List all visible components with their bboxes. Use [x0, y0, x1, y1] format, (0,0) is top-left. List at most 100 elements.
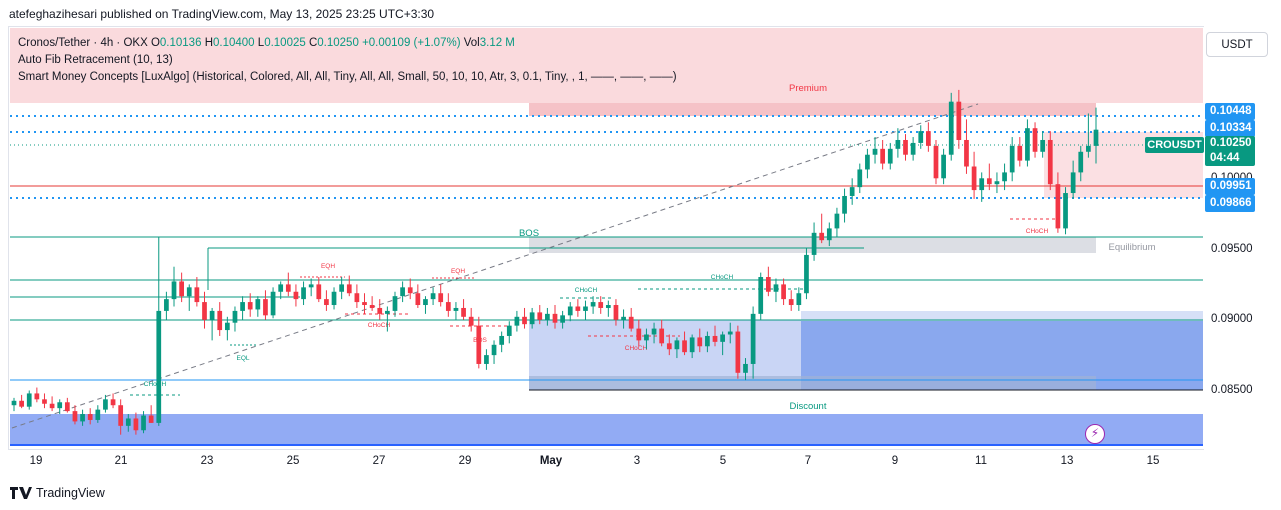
candle-body: [240, 302, 245, 311]
candle-body: [545, 313, 550, 320]
candle-body: [644, 334, 649, 341]
candle-body: [941, 154, 946, 179]
x-tick-13: 15: [1146, 455, 1160, 467]
candle-body: [887, 148, 893, 164]
candle-body: [247, 302, 253, 310]
candles-group: [11, 89, 1099, 435]
candle-body: [659, 328, 665, 344]
tradingview-logo-icon: [10, 487, 32, 499]
candle-body: [781, 284, 786, 300]
candle-body: [293, 291, 299, 300]
candle-body: [491, 344, 497, 356]
candle-body: [232, 310, 238, 323]
candle-body: [1078, 151, 1084, 173]
x-tick-12: 13: [1060, 455, 1074, 467]
currency-button[interactable]: USDT: [1206, 32, 1268, 57]
discount-zone: [10, 414, 1203, 445]
chart-frame[interactable]: [8, 26, 1204, 450]
x-tick-10: 9: [891, 455, 899, 467]
x-tick-3: 25: [286, 455, 300, 467]
candle-body: [727, 331, 733, 335]
candle-body: [651, 328, 657, 335]
x-tick-8: 5: [719, 455, 727, 467]
candle-body: [430, 293, 436, 300]
discount-ob-band: [529, 376, 1096, 390]
candle-body: [583, 306, 588, 311]
candle-body: [1093, 129, 1099, 146]
legend-volume: 3.12 M: [479, 37, 515, 49]
candle-body: [560, 315, 565, 323]
legend-low: 0.10025: [264, 37, 306, 49]
candle-body: [605, 305, 611, 308]
candle-body: [948, 101, 954, 155]
y-tick-2: 0.09000: [1211, 313, 1253, 325]
candle-body: [971, 166, 977, 191]
candle-body: [164, 299, 169, 311]
x-tick-2: 23: [200, 455, 214, 467]
candle-body: [453, 307, 459, 311]
legend-indicator-smc[interactable]: Smart Money Concepts [LuxAlgo] (Historic…: [18, 71, 677, 83]
candle-body: [621, 316, 626, 320]
candle-body: [689, 337, 695, 353]
price-badge-fib-4: 0.09951: [1205, 178, 1255, 195]
footer-brand[interactable]: TradingView: [10, 486, 105, 500]
candle-body: [819, 232, 825, 241]
candle-body: [926, 131, 931, 146]
price-badge-fib-2: 0.10334: [1205, 120, 1255, 137]
candle-body: [1002, 172, 1007, 182]
candle-body: [34, 393, 40, 400]
candle-body: [125, 418, 131, 426]
candle-body: [804, 254, 809, 294]
candle-body: [880, 148, 886, 164]
lightning-icon[interactable]: ⚡: [1085, 424, 1105, 444]
candle-body: [308, 284, 314, 288]
x-tick-9: 7: [804, 455, 812, 467]
candle-body: [903, 139, 908, 155]
candle-body: [133, 418, 139, 431]
choch-label-b: CHoCH: [368, 322, 391, 329]
candle-body: [64, 402, 70, 412]
candle-body: [209, 310, 215, 320]
candle-body: [285, 284, 291, 292]
candle-body: [895, 139, 901, 149]
candle-body: [522, 316, 527, 325]
legend-o-label: O: [150, 37, 160, 49]
candle-body: [979, 178, 985, 191]
choch-label-d: CHoCH: [625, 345, 648, 352]
top-bar: atefeghazihesari published on TradingVie…: [0, 0, 1281, 26]
candle-body: [842, 195, 847, 214]
legend-indicator-fib[interactable]: Auto Fib Retracement (10, 13): [18, 54, 173, 66]
candle-body: [324, 299, 329, 306]
candle-body: [346, 284, 352, 294]
y-tick-3: 0.08500: [1211, 384, 1253, 396]
candle-body: [148, 415, 154, 423]
current-price-value: 0.10250: [1210, 137, 1252, 149]
legend-ohlc-row[interactable]: Cronos/Tether · 4h · OKX O0.10136 H0.104…: [18, 35, 677, 52]
candle-body: [964, 139, 969, 167]
candle-body: [682, 340, 687, 353]
candle-body: [400, 287, 405, 297]
legend-h-label: H: [204, 37, 213, 49]
x-tick-4: 27: [372, 455, 386, 467]
candle-body: [506, 325, 512, 336]
candle-body: [95, 409, 101, 420]
candle-body: [598, 302, 604, 308]
candle-body: [270, 291, 276, 316]
candle-body: [773, 284, 779, 292]
candle-body: [445, 302, 451, 311]
candle-body: [1063, 193, 1068, 229]
candle-body: [186, 287, 192, 297]
legend-symbol[interactable]: Cronos/Tether · 4h · OKX: [18, 37, 148, 49]
legend-close: 0.10250: [317, 37, 359, 49]
candle-body: [826, 228, 832, 241]
y-tick-1: 0.09500: [1211, 243, 1253, 255]
bos-label: BOS: [519, 228, 539, 239]
candle-body: [849, 187, 855, 196]
equilibrium-label: Equilibrium: [1109, 242, 1156, 253]
candle-body: [590, 302, 596, 307]
publisher-line: atefeghazihesari published on TradingVie…: [9, 7, 435, 21]
candle-body: [796, 293, 802, 306]
premium-label: Premium: [789, 83, 827, 94]
bar-countdown: 04:44: [1210, 152, 1240, 164]
